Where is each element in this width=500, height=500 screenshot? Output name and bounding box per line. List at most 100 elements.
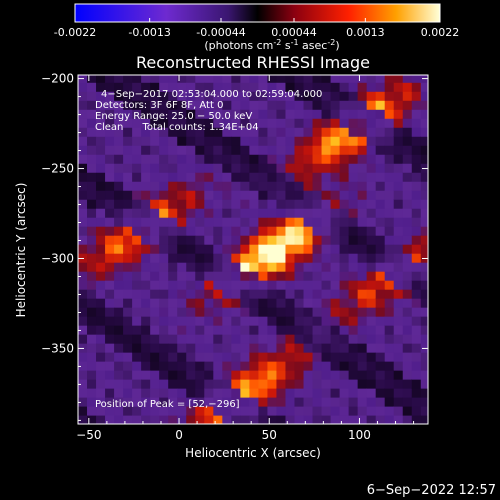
heatmap-cell [303, 262, 314, 272]
heatmap-cell [357, 361, 368, 371]
heatmap-cell [186, 352, 196, 362]
heatmap-cell [231, 163, 241, 173]
heatmap-cell [132, 163, 142, 173]
heatmap-cell [393, 127, 404, 137]
heatmap-cell [177, 154, 187, 164]
heatmap-cell [123, 235, 133, 245]
heatmap-cell [276, 75, 287, 83]
heatmap-cell [384, 352, 395, 362]
heatmap-cell [393, 307, 404, 317]
heatmap-cell [159, 75, 169, 83]
heatmap-cell [249, 406, 260, 416]
heatmap-cell [195, 352, 205, 362]
heatmap-cell [366, 172, 377, 182]
heatmap-cell [357, 379, 368, 389]
heatmap-cell [186, 181, 196, 191]
heatmap-cell [312, 397, 323, 407]
heatmap-cell [285, 208, 296, 218]
heatmap-cell [330, 163, 341, 173]
heatmap-cell [123, 280, 133, 290]
heatmap-cell [222, 190, 232, 200]
heatmap-cell [213, 370, 223, 380]
heatmap-cell [114, 172, 124, 182]
heatmap-cell [141, 271, 151, 281]
heatmap-cell [87, 100, 97, 110]
heatmap-cell [303, 352, 314, 362]
heatmap-cell [186, 109, 196, 119]
heatmap-cell [168, 190, 178, 200]
heatmap-cell [204, 172, 214, 182]
heatmap-cell [393, 226, 404, 236]
heatmap-cell [339, 289, 350, 299]
heatmap-cell [168, 217, 178, 227]
heatmap-cell [267, 109, 278, 119]
heatmap-cell [204, 181, 214, 191]
heatmap-cell [222, 82, 232, 92]
heatmap-cell [258, 298, 269, 308]
heatmap-cell [231, 109, 241, 119]
heatmap-cell [177, 379, 187, 389]
heatmap-cell [375, 352, 386, 362]
heatmap-cell [249, 388, 260, 398]
heatmap-cell [285, 316, 296, 326]
heatmap-cell [330, 199, 341, 209]
heatmap-cell [384, 154, 395, 164]
heatmap-cell [375, 379, 386, 389]
heatmap-cell [321, 91, 332, 101]
heatmap-cell [213, 75, 223, 83]
heatmap-cell [348, 226, 359, 236]
heatmap-cell [177, 91, 187, 101]
heatmap-cell [105, 217, 115, 227]
heatmap-cell [393, 388, 404, 398]
heatmap-cell [258, 199, 269, 209]
heatmap-cell [177, 352, 187, 362]
heatmap-cell [330, 370, 341, 380]
heatmap-cell [168, 226, 178, 236]
heatmap-cell [321, 289, 332, 299]
heatmap-cell [276, 100, 287, 110]
heatmap-cell [375, 334, 386, 344]
heatmap-cell [195, 289, 205, 299]
heatmap-cell [87, 235, 97, 245]
heatmap-cell [249, 352, 260, 362]
heatmap-cell [384, 343, 395, 353]
heatmap-cell [231, 181, 241, 191]
heatmap-cell [96, 352, 106, 362]
heatmap-cell [330, 154, 341, 164]
heatmap-cell [303, 82, 314, 92]
heatmap-cell [294, 253, 305, 263]
heatmap-cell [402, 181, 413, 191]
heatmap-cell [240, 289, 250, 299]
heatmap-cell [366, 370, 377, 380]
heatmap-cell [321, 388, 332, 398]
heatmap-cell [240, 181, 250, 191]
heatmap-cell [258, 154, 269, 164]
heatmap-cell [411, 415, 422, 424]
heatmap-cell [114, 82, 124, 92]
heatmap-cell [87, 298, 97, 308]
heatmap-cell [177, 163, 187, 173]
heatmap-cell [159, 262, 169, 272]
heatmap-cell [321, 127, 332, 137]
heatmap-cell [249, 370, 260, 380]
heatmap-cell [366, 244, 377, 254]
heatmap-cell [213, 190, 223, 200]
heatmap-cell [96, 415, 106, 424]
heatmap-cell [285, 289, 296, 299]
heatmap-cell [303, 136, 314, 146]
heatmap-cell [312, 262, 323, 272]
heatmap-cell [393, 280, 404, 290]
heatmap-cell [420, 307, 428, 317]
heatmap-cell [132, 289, 142, 299]
colorbar-tick-label: -0.0022 [54, 26, 96, 39]
heatmap-cell [177, 199, 187, 209]
heatmap-cell [312, 361, 323, 371]
heatmap-cell [168, 244, 178, 254]
heatmap-cell [87, 388, 97, 398]
heatmap-cell [96, 127, 106, 137]
heatmap-cell [186, 415, 196, 424]
heatmap-cell [222, 415, 232, 424]
heatmap-cell [213, 406, 223, 416]
heatmap-cell [213, 82, 223, 92]
